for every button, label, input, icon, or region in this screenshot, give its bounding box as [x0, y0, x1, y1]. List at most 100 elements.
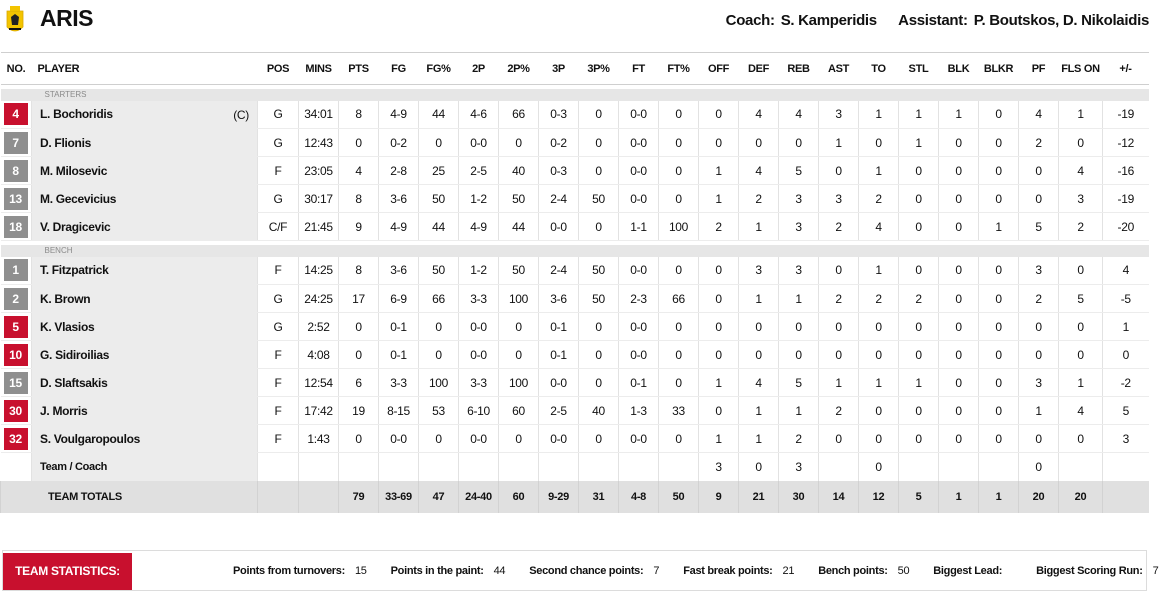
box-body: STARTERS 4 L. Bochoridis (C) G 34:01 8 4-9 44 4-6… — [0, 84, 1149, 513]
stat-cell: 0-0 — [538, 368, 579, 397]
player-row[interactable]: 30 J. Morris F 17:42 19 8-15 53 6-10 60 2-5 40 1-3 3… — [0, 396, 1149, 425]
stat-cell: 23:05 — [298, 156, 339, 185]
column-header[interactable]: AST — [818, 52, 859, 85]
player-name-cell[interactable]: K. Vlasios — [31, 312, 258, 341]
column-header[interactable]: OFF — [698, 52, 739, 85]
stat-cell: 0 — [978, 396, 1019, 425]
player-row[interactable]: 7 D. Flionis G 12:43 0 0-2 0 0-0 0 0-2 0 0-0 0 0 0 0 1 0 1… — [0, 128, 1149, 157]
column-header[interactable]: NO. — [0, 52, 32, 85]
stat-cell: 0 — [938, 184, 979, 213]
player-name-cell[interactable]: T. Fitzpatrick — [31, 256, 258, 285]
spacer-row — [0, 240, 1149, 245]
column-header[interactable]: +/- — [1102, 52, 1149, 85]
player-row[interactable]: 13 M. Gecevicius G 30:17 8 3-6 50 1-2 50 2-4 50 0-0… — [0, 184, 1149, 213]
player-name-cell[interactable]: G. Sidiroilias — [31, 340, 258, 369]
total-cell: 50 — [658, 480, 699, 513]
stat-cell — [458, 452, 499, 481]
player-row[interactable]: 8 M. Milosevic F 23:05 4 2-8 25 2-5 40 0-3 0 0-0 0 1 4… — [0, 156, 1149, 185]
player-name[interactable]: K. Brown — [40, 291, 91, 306]
player-name[interactable]: K. Vlasios — [40, 319, 95, 334]
stat-cell: -2 — [1102, 368, 1149, 397]
player-name[interactable]: J. Morris — [40, 403, 88, 418]
column-header[interactable]: PLAYER — [31, 52, 258, 85]
stat-cell: 4 — [738, 156, 779, 185]
stat-cell: 2:52 — [298, 312, 339, 341]
column-header[interactable]: 2P% — [498, 52, 539, 85]
column-header[interactable]: FG — [378, 52, 419, 85]
stat-cell: 1-1 — [618, 212, 659, 241]
column-header[interactable]: POS — [257, 52, 299, 85]
stat-cell: 0-0 — [618, 128, 659, 157]
player-row[interactable]: 2 K. Brown G 24:25 17 6-9 66 3-3 100 3-6 50 2-3 66 0 1… — [0, 284, 1149, 313]
player-row[interactable]: 4 L. Bochoridis (C) G 34:01 8 4-9 44 4-6 66 0-3 0 0-… — [0, 100, 1149, 129]
player-name[interactable]: S. Voulgaropoulos — [40, 431, 141, 446]
jersey-cell: 1 — [0, 256, 32, 285]
player-row[interactable]: 10 G. Sidiroilias F 4:08 0 0-1 0 0-0 0 0-1 0 0-0 0 0 0… — [0, 340, 1149, 369]
total-cell: 14 — [818, 480, 859, 513]
column-header[interactable]: BLKR — [978, 52, 1019, 85]
stat-cell: 4-9 — [458, 212, 499, 241]
jersey-cell: 30 — [0, 396, 32, 425]
column-header[interactable]: TO — [858, 52, 899, 85]
player-name-cell[interactable]: S. Voulgaropoulos — [31, 424, 258, 453]
stat-cell — [1058, 452, 1103, 481]
column-header[interactable]: 3P% — [578, 52, 619, 85]
player-row[interactable]: 32 S. Voulgaropoulos F 1:43 0 0-0 0 0-0 0 0-0 0 0-0… — [0, 424, 1149, 453]
column-header[interactable]: DEF — [738, 52, 779, 85]
stat-cell: 1:43 — [298, 424, 339, 453]
player-name-cell[interactable]: D. Slaftsakis — [31, 368, 258, 397]
player-name[interactable]: V. Dragicevic — [40, 219, 111, 234]
team-stat-item: Points from turnovers: 15 — [233, 565, 367, 577]
column-header[interactable]: 2P — [458, 52, 499, 85]
stat-cell: 0 — [978, 340, 1019, 369]
stat-cell: 1 — [698, 424, 739, 453]
player-row[interactable]: 18 V. Dragicevic C/F 21:45 9 4-9 44 4-9 44 0-0 0 1-… — [0, 212, 1149, 241]
player-name[interactable]: D. Flionis — [40, 135, 92, 150]
player-name-cell[interactable]: M. Gecevicius — [31, 184, 258, 213]
total-cell — [298, 480, 339, 513]
column-header[interactable]: FT% — [658, 52, 699, 85]
stat-cell: 0 — [1018, 452, 1059, 481]
column-header[interactable]: BLK — [938, 52, 979, 85]
stat-cell: 2 — [1058, 212, 1103, 241]
player-name-cell[interactable]: J. Morris — [31, 396, 258, 425]
player-name-cell[interactable]: L. Bochoridis (C) — [31, 100, 258, 129]
column-header[interactable]: STL — [898, 52, 939, 85]
column-header[interactable]: MINS — [298, 52, 339, 85]
player-name-cell[interactable]: D. Flionis — [31, 128, 258, 157]
player-name[interactable]: T. Fitzpatrick — [40, 263, 109, 278]
column-header[interactable]: PF — [1018, 52, 1059, 85]
player-name[interactable]: M. Milosevic — [40, 163, 108, 178]
stat-cell: 2 — [1018, 128, 1059, 157]
player-name-cell[interactable]: V. Dragicevic — [31, 212, 258, 241]
stat-cell: 0-0 — [618, 312, 659, 341]
stat-cell: 1-2 — [458, 184, 499, 213]
stat-cell: 0 — [978, 368, 1019, 397]
stat-cell: 0 — [978, 424, 1019, 453]
column-header[interactable]: 3P — [538, 52, 579, 85]
player-row[interactable]: 15 D. Slaftsakis F 12:54 6 3-3 100 3-3 100 0-0 0 0-… — [0, 368, 1149, 397]
player-row[interactable]: 1 T. Fitzpatrick F 14:25 8 3-6 50 1-2 50 2-4 50 0-0… — [0, 256, 1149, 285]
column-header[interactable]: FLS ON — [1058, 52, 1103, 85]
column-header[interactable]: PTS — [338, 52, 379, 85]
player-row[interactable]: 5 K. Vlasios G 2:52 0 0-1 0 0-0 0 0-1 0 0-0 0 0 0 0 0 0 0 0… — [0, 312, 1149, 341]
aris-crest-icon[interactable] — [6, 5, 24, 35]
stat-cell: 2-4 — [538, 184, 579, 213]
stat-cell: 0-3 — [538, 156, 579, 185]
column-header[interactable]: FT — [618, 52, 659, 85]
stat-cell: 3 — [1102, 424, 1149, 453]
player-name[interactable]: D. Slaftsakis — [40, 375, 108, 390]
stat-cell: -19 — [1102, 184, 1149, 213]
player-name[interactable]: L. Bochoridis — [40, 107, 113, 122]
player-name-cell[interactable]: K. Brown — [31, 284, 258, 313]
stat-cell: 4 — [1058, 396, 1103, 425]
jersey-number-badge: 5 — [3, 315, 28, 338]
team-stat-value: 21 — [782, 564, 795, 577]
coach-label: Coach: — [725, 12, 775, 29]
team-stat-label: Fast break points: — [683, 564, 773, 577]
player-name-cell[interactable]: M. Milosevic — [31, 156, 258, 185]
column-header[interactable]: FG% — [418, 52, 459, 85]
player-name[interactable]: M. Gecevicius — [40, 191, 117, 206]
column-header[interactable]: REB — [778, 52, 819, 85]
player-name[interactable]: G. Sidiroilias — [40, 347, 110, 362]
